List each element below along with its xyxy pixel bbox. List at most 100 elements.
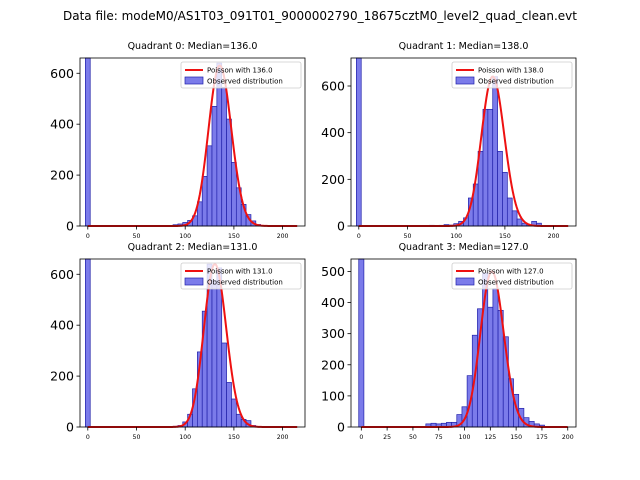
legend-observed-label: Observed distribution [207, 78, 283, 86]
quadrant-0-panel: Quadrant 0: Median=136.0 0 50 100 150 200 0 200… [50, 41, 306, 240]
legend-frame [451, 262, 573, 290]
histogram-bar [231, 398, 237, 428]
x-tick-label: 175 [536, 434, 548, 441]
quadrant-1-panel: Quadrant 1: Median=138.0 0 50 100 150 200 0 200… [321, 41, 577, 240]
x-tick-label: 50 [404, 233, 412, 240]
histogram-bar [487, 108, 494, 227]
quadrant-2-panel: Quadrant 2: Median=131.0 0 50 100 150 200 0 200… [50, 242, 306, 441]
histogram-bar [482, 108, 489, 227]
histogram-bar [226, 118, 232, 227]
y-tick-label: 400 [321, 295, 345, 310]
axes-frame [79, 57, 306, 227]
x-tick-label: 150 [228, 434, 240, 441]
legend-poisson-label: Poisson with 127.0 [478, 268, 544, 276]
y-tick-label: 200 [321, 357, 345, 372]
y-tick-label: 0 [66, 420, 74, 435]
histogram-bar [231, 162, 237, 227]
histogram-bar-zero [85, 258, 91, 428]
histogram-bar [506, 197, 513, 227]
x-tick-label: 100 [179, 233, 191, 240]
histogram-bar [211, 280, 218, 428]
y-tick-label: 200 [50, 369, 74, 384]
x-tick-label: 50 [133, 434, 141, 441]
x-tick-label: 200 [548, 233, 560, 240]
x-tick-label: 150 [499, 233, 511, 240]
y-tick-label: 600 [50, 66, 74, 81]
legend-frame [451, 61, 573, 89]
x-tick-label: 150 [510, 434, 522, 441]
x-tick-label: 200 [277, 233, 289, 240]
y-tick-label: 400 [321, 125, 345, 140]
legend-observed-label: Observed distribution [207, 279, 283, 287]
legend-frame [180, 262, 302, 290]
histogram-bar [206, 145, 213, 227]
x-tick-label: 0 [86, 233, 90, 240]
x-tick-label: 0 [86, 434, 90, 441]
histogram-bar-zero [356, 57, 362, 227]
y-tick-label: 600 [50, 267, 74, 282]
histogram-bar [516, 218, 523, 227]
histogram-bar-zero [85, 57, 91, 227]
x-tick-label: 100 [450, 233, 462, 240]
quadrant-3-title: Quadrant 3: Median=127.0 [399, 242, 529, 253]
y-tick-label: 200 [321, 172, 345, 187]
legend: Poisson with 127.0 Observed distribution [451, 262, 573, 290]
x-tick-label: 100 [459, 434, 471, 441]
y-tick-label: 400 [50, 318, 74, 333]
legend-bar-swatch [184, 76, 204, 85]
poisson-fit-line [358, 75, 569, 227]
y-tick-label: 100 [321, 388, 345, 403]
legend: Poisson with 138.0 Observed distribution [451, 61, 573, 89]
quadrant-0-title: Quadrant 0: Median=136.0 [128, 41, 258, 52]
legend-bar-swatch [184, 277, 204, 286]
legend-poisson-label: Poisson with 136.0 [207, 67, 273, 75]
axes-frame [350, 57, 577, 227]
x-tick-label: 0 [359, 434, 363, 441]
histogram-bar-zero [358, 258, 365, 428]
axes-frame [350, 258, 577, 428]
x-tick-label: 50 [409, 434, 417, 441]
histogram-bar [492, 288, 499, 428]
quadrant-1-title: Quadrant 1: Median=138.0 [399, 41, 529, 52]
histogram-bar [502, 171, 508, 227]
y-tick-label: 600 [321, 79, 345, 94]
y-tick-label: 0 [66, 219, 74, 234]
x-tick-label: 200 [277, 434, 289, 441]
legend: Poisson with 136.0 Observed distribution [180, 61, 302, 89]
x-tick-label: 200 [562, 434, 574, 441]
x-tick-label: 50 [133, 233, 141, 240]
x-tick-label: 0 [357, 233, 361, 240]
poisson-fit-line [361, 270, 568, 428]
y-tick-label: 200 [50, 168, 74, 183]
figure-suptitle: Data file: modeM0/AS1T03_091T01_90000027… [63, 9, 577, 23]
legend-observed-label: Observed distribution [478, 78, 554, 86]
y-tick-label: 0 [337, 219, 345, 234]
histogram-bar [497, 150, 503, 227]
y-tick-label: 300 [321, 326, 345, 341]
histogram-bar [235, 413, 242, 428]
quadrant-2-title: Quadrant 2: Median=131.0 [128, 242, 258, 253]
histogram-bar [221, 86, 227, 227]
quadrant-3-panel: Quadrant 3: Median=127.0 0 25 50 75 100 125 150… [321, 242, 577, 441]
x-tick-label: 25 [383, 434, 391, 441]
y-tick-label: 400 [50, 117, 74, 132]
histogram-bar [226, 382, 232, 428]
histogram-bar [221, 342, 227, 428]
y-tick-label: 0 [337, 420, 345, 435]
legend-frame [180, 61, 302, 89]
x-tick-label: 100 [179, 434, 191, 441]
x-tick-label: 150 [228, 233, 240, 240]
histogram-bar [511, 210, 518, 227]
legend: Poisson with 131.0 Observed distribution [180, 262, 302, 290]
histogram-bar [487, 306, 494, 428]
legend-bar-swatch [455, 76, 475, 85]
axes-frame [79, 258, 306, 428]
x-tick-label: 75 [435, 434, 443, 441]
legend-observed-label: Observed distribution [478, 279, 554, 287]
x-tick-label: 125 [484, 434, 496, 441]
legend-bar-swatch [455, 277, 475, 286]
histogram-bar [211, 106, 218, 227]
poisson-fit-line [87, 64, 298, 227]
histogram-bar [201, 176, 208, 227]
